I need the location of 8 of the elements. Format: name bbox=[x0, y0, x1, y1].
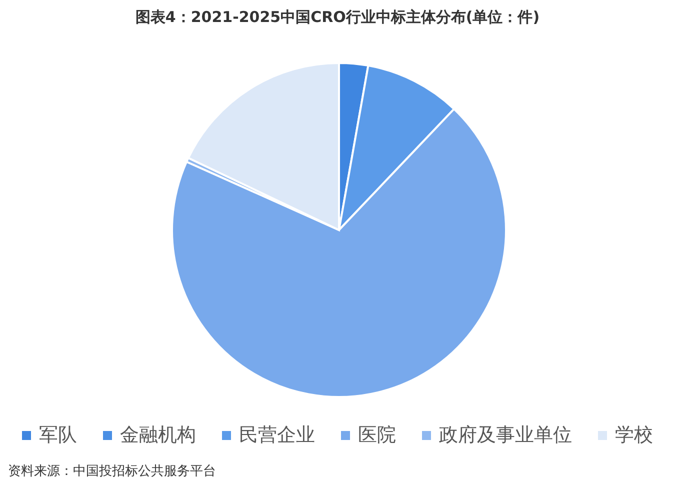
legend-label: 民营企业 bbox=[239, 423, 315, 448]
legend-label: 政府及事业单位 bbox=[439, 423, 572, 448]
legend-label: 医院 bbox=[358, 423, 396, 448]
text: 资料来源：中国投招标公共服务平台 bbox=[8, 463, 216, 480]
legend-label: 学校 bbox=[615, 423, 653, 448]
legend-label: 军队 bbox=[39, 423, 77, 448]
chart-title: 图表4：2021-2025中国CRO行业中标主体分布(单位：件) bbox=[134, 8, 541, 27]
legend-label: 金融机构 bbox=[120, 423, 196, 448]
